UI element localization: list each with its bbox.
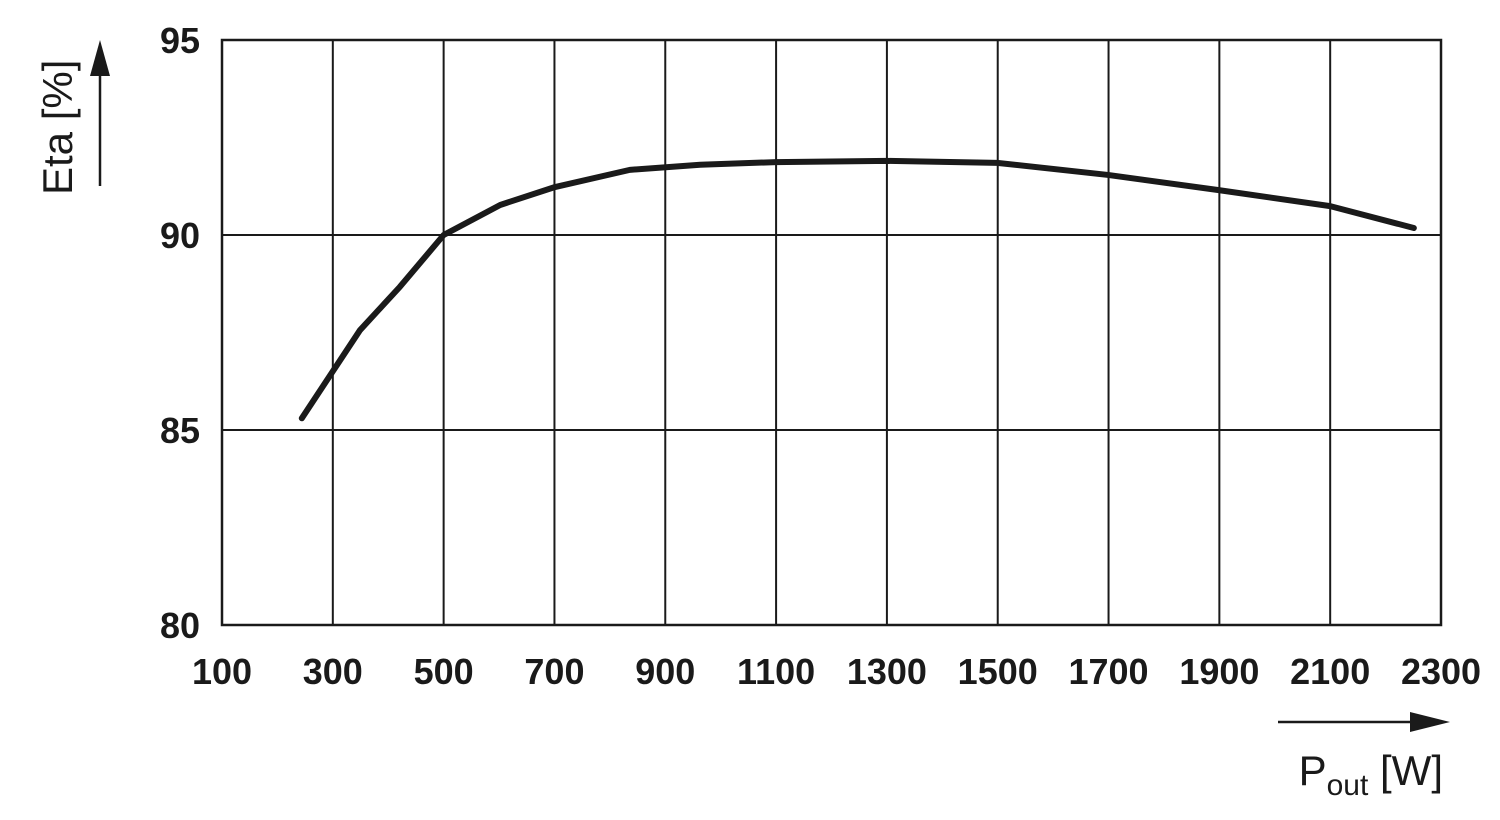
y-tick-label: 95 xyxy=(160,20,200,61)
y-arrow-head xyxy=(90,40,110,76)
y-tick-label: 85 xyxy=(160,410,200,451)
x-tick-label: 1900 xyxy=(1179,651,1259,692)
x-tick-label: 700 xyxy=(524,651,584,692)
plot-frame xyxy=(220,38,1443,627)
x-tick-label: 500 xyxy=(414,651,474,692)
x-tick-label: 1500 xyxy=(958,651,1038,692)
y-axis-label: Eta [%] xyxy=(34,60,81,195)
y-tick-label: 90 xyxy=(160,215,200,256)
x-tick-label: 1100 xyxy=(737,651,815,692)
x-tick-label: 300 xyxy=(303,651,363,692)
x-label-main: P xyxy=(1299,747,1327,794)
x-tick-label: 100 xyxy=(192,651,252,692)
x-tick-label: 2100 xyxy=(1290,651,1370,692)
x-label-unit: [W] xyxy=(1368,747,1443,794)
x-tick-label: 1300 xyxy=(847,651,927,692)
x-axis-label: Pout [W] xyxy=(1299,747,1443,802)
x-tick-label: 2300 xyxy=(1401,651,1481,692)
x-tick-label: 900 xyxy=(635,651,695,692)
x-tick-label: 1700 xyxy=(1068,651,1148,692)
x-label-sub: out xyxy=(1327,769,1369,802)
grid xyxy=(221,39,1442,626)
y-tick-label: 80 xyxy=(160,605,200,646)
x-arrow-head xyxy=(1410,712,1450,732)
data-line xyxy=(298,157,1417,422)
